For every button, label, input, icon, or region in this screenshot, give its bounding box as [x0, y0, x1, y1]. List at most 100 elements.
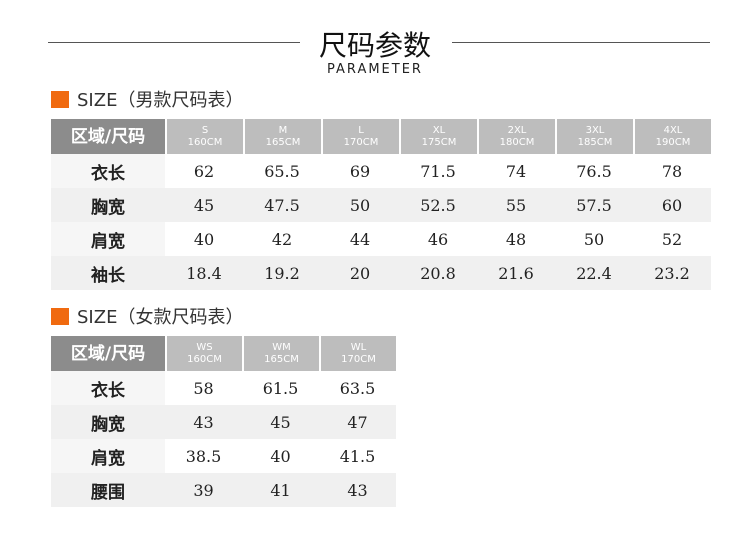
table-row: 袖长 18.4 19.2 20 20.8 21.6 22.4 23.2	[51, 256, 711, 290]
table-cell: 62	[193, 161, 215, 181]
table-cell: 21.6	[477, 256, 555, 290]
men-heading-text: SIZE（男款尺码表）	[77, 90, 244, 111]
table-cell: 39	[165, 473, 242, 507]
table-cell: 41.5	[339, 446, 376, 466]
table-row: 腰围 39 41 43	[51, 473, 396, 507]
size-height: 175CM	[421, 136, 457, 148]
table-cell: 58	[193, 378, 214, 398]
table-cell: 47.5	[243, 188, 321, 222]
women-heading-text: SIZE（女款尺码表）	[77, 307, 244, 328]
table-row: 衣长 58 61.5 63.5	[51, 371, 396, 405]
table-cell: 43	[165, 405, 242, 439]
table-cell: 50	[583, 229, 605, 249]
orange-square-icon	[51, 307, 69, 325]
table-cell: 46	[427, 229, 449, 249]
table-cell: 61.5	[262, 378, 299, 398]
table-cell: 78	[661, 161, 683, 181]
size-header: WM 165CM	[242, 336, 319, 371]
row-label: 肩宽	[51, 222, 165, 256]
women-size-table: 区域/尺码 WS 160CM WM 165CM WL 170CM 衣长 58 61.5 63.5 胸宽…	[51, 336, 396, 507]
table-cell: 55	[477, 188, 555, 222]
men-size-table: 区域/尺码 S 160CM M 165CM L 170CM XL 175CM 2XL 180CM 3X…	[51, 119, 711, 290]
row-label: 衣长	[51, 371, 165, 405]
table-row: 肩宽 38.5 40 41.5	[51, 439, 396, 473]
women-section-heading: SIZE（女款尺码表）	[51, 303, 243, 329]
table-cell: 57.5	[555, 188, 633, 222]
table-cell: 20	[321, 256, 399, 290]
table-cell: 22.4	[555, 256, 633, 290]
size-height: 165CM	[265, 136, 301, 148]
size-name: M	[278, 124, 288, 136]
table-cell: 74	[505, 161, 527, 181]
size-height: 170CM	[341, 353, 376, 365]
table-cell: 45	[242, 405, 319, 439]
size-header: WS 160CM	[165, 336, 242, 371]
size-name: WS	[196, 341, 213, 353]
size-name: 3XL	[585, 124, 605, 136]
corner-header: 区域/尺码	[51, 336, 165, 371]
size-name: WL	[350, 341, 367, 353]
size-height: 160CM	[187, 136, 223, 148]
size-height: 190CM	[655, 136, 691, 148]
row-label: 袖长	[51, 256, 165, 290]
size-header: 3XL 185CM	[555, 119, 633, 154]
size-header: L 170CM	[321, 119, 399, 154]
row-label: 肩宽	[51, 439, 165, 473]
size-header: XL 175CM	[399, 119, 477, 154]
table-cell: 42	[271, 229, 293, 249]
size-height: 165CM	[264, 353, 299, 365]
size-header: M 165CM	[243, 119, 321, 154]
table-cell: 52.5	[399, 188, 477, 222]
orange-square-icon	[51, 90, 69, 108]
title-divider-left	[48, 42, 300, 43]
size-name: 4XL	[663, 124, 683, 136]
table-cell: 20.8	[399, 256, 477, 290]
corner-header: 区域/尺码	[51, 119, 165, 154]
size-name: L	[358, 124, 364, 136]
row-label: 胸宽	[51, 188, 165, 222]
table-cell: 43	[319, 473, 396, 507]
size-name: 2XL	[507, 124, 527, 136]
table-cell: 40	[270, 446, 291, 466]
table-cell: 45	[165, 188, 243, 222]
size-header: 4XL 190CM	[633, 119, 711, 154]
table-cell: 50	[321, 188, 399, 222]
table-cell: 48	[505, 229, 527, 249]
table-row: 胸宽 43 45 47	[51, 405, 396, 439]
table-cell: 76.5	[576, 161, 612, 181]
size-height: 185CM	[577, 136, 613, 148]
size-header: WL 170CM	[319, 336, 396, 371]
row-label: 腰围	[51, 473, 165, 507]
table-cell: 23.2	[633, 256, 711, 290]
size-name: WM	[272, 341, 291, 353]
title-divider-right	[452, 42, 710, 43]
men-section-heading: SIZE（男款尺码表）	[51, 86, 243, 112]
table-cell: 41	[242, 473, 319, 507]
table-cell: 44	[349, 229, 371, 249]
table-cell: 63.5	[339, 378, 376, 398]
row-label: 胸宽	[51, 405, 165, 439]
page-title: 尺码参数	[318, 29, 431, 62]
table-row: 衣长 62 65.5 69 71.5 74 76.5 78	[51, 154, 711, 188]
table-cell: 47	[319, 405, 396, 439]
size-height: 160CM	[187, 353, 222, 365]
size-name: XL	[432, 124, 446, 136]
size-height: 180CM	[499, 136, 535, 148]
table-cell: 40	[193, 229, 215, 249]
table-row: 胸宽 45 47.5 50 52.5 55 57.5 60	[51, 188, 711, 222]
table-row: 肩宽 40 42 44 46 48 50 52	[51, 222, 711, 256]
size-header: S 160CM	[165, 119, 243, 154]
table-cell: 52	[661, 229, 683, 249]
table-cell: 18.4	[165, 256, 243, 290]
table-cell: 38.5	[185, 446, 222, 466]
size-name: S	[201, 124, 209, 136]
table-cell: 60	[633, 188, 711, 222]
size-header: 2XL 180CM	[477, 119, 555, 154]
table-cell: 71.5	[420, 161, 456, 181]
table-cell: 19.2	[243, 256, 321, 290]
page-subtitle: PARAMETER	[327, 62, 423, 77]
row-label: 衣长	[51, 154, 165, 188]
table-cell: 69	[349, 161, 371, 181]
table-cell: 65.5	[264, 161, 300, 181]
size-height: 170CM	[343, 136, 379, 148]
